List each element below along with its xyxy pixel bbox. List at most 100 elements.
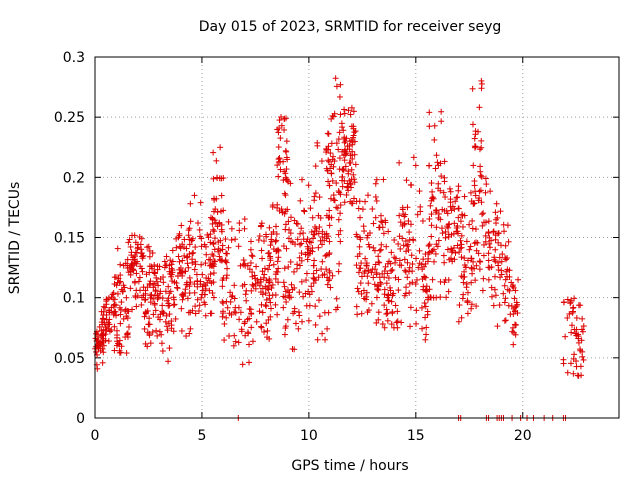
- data-point: [207, 239, 214, 246]
- data-point: [510, 329, 517, 336]
- data-point: [342, 151, 349, 158]
- data-point: [504, 255, 511, 262]
- data-point: [413, 320, 420, 327]
- data-point: [445, 231, 452, 238]
- data-point: [268, 285, 275, 292]
- data-point: [230, 342, 237, 349]
- y-tick-label: 0.2: [63, 170, 85, 186]
- data-point: [373, 319, 380, 326]
- data-point: [578, 337, 585, 344]
- data-point: [248, 324, 255, 331]
- data-point: [212, 258, 219, 265]
- data-point: [109, 291, 116, 298]
- data-point: [183, 254, 190, 261]
- data-point: [114, 245, 121, 252]
- data-point: [98, 308, 105, 315]
- data-point: [124, 256, 131, 263]
- data-point: [560, 356, 567, 363]
- data-point: [488, 264, 495, 271]
- data-point: [432, 250, 439, 257]
- data-point: [248, 287, 255, 294]
- data-point: [186, 225, 193, 232]
- data-point: [401, 220, 408, 227]
- data-point: [212, 206, 219, 213]
- data-point: [350, 132, 357, 139]
- data-point: [468, 255, 475, 262]
- data-points: [92, 75, 587, 421]
- data-point: [275, 279, 282, 286]
- data-point: [300, 230, 307, 237]
- data-point: [194, 278, 201, 285]
- data-point: [422, 303, 429, 310]
- data-point: [478, 77, 485, 84]
- data-point: [442, 276, 449, 283]
- data-point: [458, 273, 465, 280]
- data-point: [333, 83, 340, 90]
- data-point: [220, 310, 227, 317]
- data-point: [328, 214, 335, 221]
- data-point: [159, 295, 166, 302]
- data-point: [275, 265, 282, 272]
- data-point: [451, 256, 458, 263]
- data-point: [347, 111, 354, 118]
- data-point: [172, 315, 179, 322]
- data-point: [466, 246, 473, 253]
- data-point: [281, 126, 288, 133]
- data-point: [389, 308, 396, 315]
- data-point: [354, 311, 361, 318]
- data-point: [402, 238, 409, 245]
- data-point: [219, 298, 226, 305]
- data-point: [123, 350, 130, 357]
- data-point: [444, 246, 451, 253]
- data-point: [256, 308, 263, 315]
- data-point: [225, 244, 232, 251]
- data-point: [263, 303, 270, 310]
- data-point: [108, 294, 115, 301]
- data-point: [515, 276, 522, 283]
- data-point: [428, 294, 435, 301]
- data-point: [508, 279, 515, 286]
- data-point: [116, 279, 123, 286]
- data-point: [471, 182, 478, 189]
- data-point: [212, 219, 219, 226]
- data-point: [473, 239, 480, 246]
- data-point: [572, 330, 579, 337]
- data-point: [567, 299, 574, 306]
- data-point: [142, 296, 149, 303]
- data-point: [310, 262, 317, 269]
- data-point: [341, 106, 348, 113]
- data-point: [133, 287, 140, 294]
- data-point: [298, 257, 305, 264]
- data-point: [471, 144, 478, 151]
- data-point: [326, 182, 333, 189]
- data-point: [341, 199, 348, 206]
- data-point: [372, 193, 379, 200]
- data-point: [464, 257, 471, 264]
- data-point: [482, 232, 489, 239]
- data-point: [223, 272, 230, 279]
- data-point: [308, 288, 315, 295]
- data-point: [577, 346, 584, 353]
- data-point: [285, 263, 292, 270]
- data-point: [176, 258, 183, 265]
- data-point: [492, 258, 499, 265]
- data-point: [459, 212, 466, 219]
- data-point: [473, 303, 480, 310]
- data-point: [281, 210, 288, 217]
- data-point: [421, 274, 428, 281]
- data-point: [120, 262, 127, 269]
- data-point: [460, 279, 467, 286]
- data-point: [133, 260, 140, 267]
- data-point: [202, 260, 209, 267]
- data-point: [443, 294, 450, 301]
- data-point: [141, 313, 148, 320]
- data-point: [195, 220, 202, 227]
- data-point: [337, 238, 344, 245]
- data-point: [501, 317, 508, 324]
- data-point: [454, 228, 461, 235]
- data-point: [392, 274, 399, 281]
- data-point: [294, 236, 301, 243]
- data-point: [375, 309, 382, 316]
- data-point: [397, 245, 404, 252]
- data-point: [386, 258, 393, 265]
